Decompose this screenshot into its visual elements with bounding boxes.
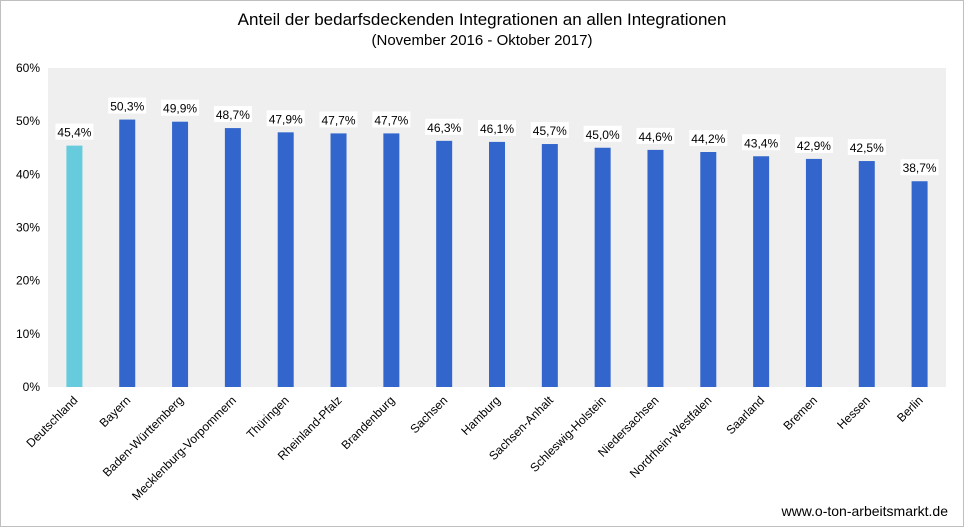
bar-berlin [911, 181, 928, 387]
data-label: 42,9% [794, 136, 833, 153]
x-tick-label: Berlin [894, 393, 926, 425]
y-tick-label: 30% [16, 221, 40, 235]
data-label-text: 47,7% [374, 113, 408, 127]
bar-bremen [805, 158, 822, 387]
data-label-text: 47,7% [322, 113, 356, 127]
source-credit: www.o-ton-arbeitsmarkt.de [781, 503, 948, 519]
y-tick-label: 50% [16, 114, 40, 128]
x-tick-label: Sachsen [407, 393, 450, 436]
bar-sachsen-anhalt [541, 144, 558, 387]
data-label: 47,7% [319, 111, 358, 128]
bar-niedersachsen [647, 149, 664, 387]
data-label: 49,9% [161, 99, 200, 116]
x-tick-label: Bayern [97, 393, 134, 430]
bar-schleswig-holstein [594, 147, 611, 387]
y-axis: 0% 10% 20% 30% 40% 50% 60% [16, 61, 40, 394]
data-label: 46,1% [478, 119, 516, 136]
data-label-text: 42,5% [850, 141, 884, 155]
x-tick-label: Hamburg [458, 393, 503, 438]
bar-hamburg [489, 141, 505, 387]
bar-saarland [753, 156, 770, 387]
data-label: 46,3% [425, 118, 464, 135]
y-tick-label: 60% [16, 61, 40, 75]
data-label-text: 48,7% [216, 108, 250, 122]
value-labels: 45,4% 50,3% 49,9% 48,7% 47,9% 47,7% 47,7% 46,3%… [55, 97, 939, 176]
x-tick-label: Saarland [723, 393, 767, 437]
data-label-bg [847, 139, 886, 156]
data-label-bg [689, 130, 728, 147]
data-label-bg [319, 111, 358, 128]
data-label: 48,7% [213, 106, 252, 123]
x-tick-label: Thüringen [244, 393, 292, 441]
data-label: 44,6% [636, 127, 675, 144]
data-label: 43,4% [742, 134, 781, 151]
bars [66, 119, 928, 388]
data-label-text: 42,9% [797, 139, 831, 153]
data-label-bg [794, 136, 833, 153]
x-tick-label: Hessen [834, 393, 873, 432]
bar-th-ringen [277, 132, 294, 387]
bar-rheinland-pfalz [330, 133, 347, 387]
data-label: 45,7% [530, 122, 569, 139]
data-label-bg [636, 127, 675, 144]
x-axis: Deutschland BayernBaden-WürttembergMeckle… [23, 393, 925, 503]
data-label-bg [372, 111, 411, 128]
bar-hessen [858, 161, 875, 387]
bar-baden-w-rttemberg [172, 121, 189, 387]
data-label-bg [266, 110, 305, 127]
data-label-text: 38,7% [903, 161, 937, 175]
chart-subtitle: (November 2016 - Oktober 2017) [371, 32, 593, 49]
bar-sachsen [436, 140, 453, 387]
x-tick-label: Deutschland [23, 393, 80, 450]
data-label-text: 47,9% [269, 112, 303, 126]
y-tick-label: 20% [16, 274, 40, 288]
data-label: 44,2% [689, 130, 728, 147]
data-label-text: 44,2% [691, 132, 725, 146]
data-label: 50,3% [108, 97, 147, 114]
data-label-bg [583, 125, 622, 142]
data-label: 42,5% [847, 139, 886, 156]
data-label-bg [900, 159, 939, 176]
y-tick-label: 40% [16, 167, 40, 181]
data-label-text: 45,4% [57, 126, 91, 140]
bar-mecklenburg-vorpommern [224, 128, 241, 387]
data-label-text: 50,3% [110, 100, 144, 114]
x-tick-label: Mecklenburg-Vorpommern [129, 393, 239, 503]
x-tick-label: Bremen [780, 393, 820, 433]
bar-deutschland [66, 145, 83, 387]
data-label-text: 49,9% [163, 102, 197, 116]
data-label-bg [55, 123, 94, 140]
data-label-text: 46,1% [480, 122, 514, 136]
data-label-bg [530, 122, 569, 139]
data-label-text: 45,7% [533, 124, 567, 138]
data-label: 45,0% [583, 125, 622, 142]
data-label-bg [161, 99, 200, 116]
x-tick-label: Brandenburg [339, 393, 398, 452]
bar-brandenburg [383, 133, 400, 387]
y-tick-label: 10% [16, 327, 40, 341]
data-label-text: 46,3% [427, 121, 461, 135]
data-label: 45,4% [55, 123, 94, 140]
data-label-bg [742, 134, 781, 151]
data-label: 38,7% [900, 159, 939, 176]
bar-nordrhein-westfalen [700, 152, 717, 387]
data-label-bg [478, 119, 516, 136]
chart-title: Anteil der bedarfsdeckenden Integratione… [237, 10, 727, 29]
data-label: 47,9% [266, 110, 305, 127]
data-label-text: 44,6% [638, 130, 672, 144]
data-label-text: 43,4% [744, 136, 778, 150]
data-label-bg [213, 106, 252, 123]
bar-bayern [119, 119, 136, 388]
y-tick-label: 0% [23, 380, 41, 394]
data-label-text: 45,0% [586, 128, 620, 142]
data-label: 47,7% [372, 111, 411, 128]
data-label-bg [425, 118, 464, 135]
data-label-bg [108, 97, 147, 114]
